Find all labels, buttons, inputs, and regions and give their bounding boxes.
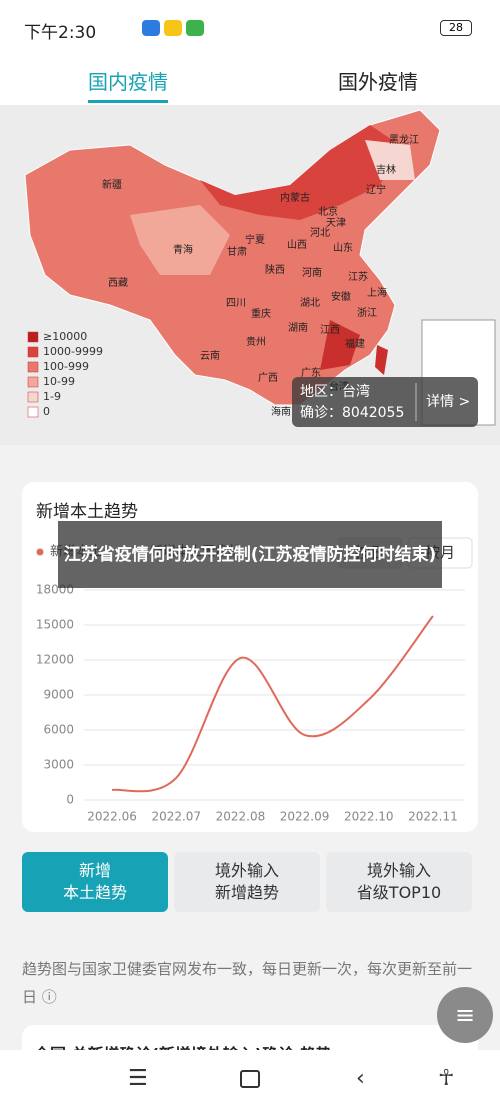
province-label: 青海 (173, 243, 193, 256)
province-label: 陕西 (265, 263, 285, 276)
x-tick-label: 2022.10 (344, 810, 394, 824)
app-icon (142, 20, 160, 36)
x-tick-label: 2022.07 (151, 810, 201, 824)
trend-button[interactable]: 新增 本土趋势 (22, 852, 168, 912)
province-label: 江苏 (348, 270, 368, 283)
legend-swatch (27, 331, 39, 343)
battery: 28 (440, 20, 472, 36)
province-label: 江西 (320, 324, 340, 336)
province-label: 天津 (326, 217, 346, 229)
region-shade (365, 140, 415, 180)
legend-swatch (27, 406, 39, 418)
button-label: 境外输入 (214, 861, 279, 880)
y-tick-label: 9000 (43, 688, 74, 702)
legend-swatch (27, 391, 39, 403)
tooltip-confirmed: 确诊：8042055 (300, 405, 404, 421)
province-label: 河南 (302, 266, 322, 279)
province-label: 宁夏 (245, 233, 265, 246)
province-label: 云南 (200, 349, 220, 362)
app-icon (164, 20, 182, 36)
chart-title: 新增本土趋势 (36, 502, 138, 522)
province-label: 台湾 (329, 380, 349, 393)
region-shade (200, 125, 400, 220)
app-icon (186, 20, 204, 36)
legend-swatch (27, 361, 39, 373)
x-tick-label: 2022.06 (87, 810, 137, 824)
note: 趋势图与国家卫健委官网发布一致，每日更新一次，每次更新至前一日 ⓘ (22, 960, 473, 1006)
province-label: 四川 (226, 298, 246, 309)
province-label: 北京 (318, 205, 338, 218)
x-tick-label: 2022.08 (216, 810, 266, 824)
line (111, 615, 434, 793)
clock: 下午2:30 (24, 23, 97, 43)
button-label: 新增趋势 (214, 883, 279, 902)
province-label: 广西 (258, 372, 278, 384)
province-label: 西藏 (108, 277, 128, 289)
legend-label: 10-99 (43, 375, 75, 388)
province-label: 山东 (333, 241, 353, 254)
province-label: 山西 (287, 239, 307, 251)
province-label: 甘肃 (227, 245, 247, 258)
nav-accessibility[interactable]: ☥ (438, 1066, 455, 1091)
note-text: 趋势图与国家卫健委官网发布一致，每日更新一次，每次更新至前一日 (22, 960, 473, 1006)
region-shade (130, 205, 230, 275)
province-label: 河北 (310, 227, 330, 239)
tooltip (292, 377, 478, 427)
legend-dot (36, 548, 44, 556)
taiwan (375, 345, 388, 375)
province-label: 海南 (271, 405, 291, 418)
trend-button[interactable]: 境外输入省级TOP10 (326, 852, 472, 912)
province-label: 吉林 (376, 163, 396, 176)
menu-fab[interactable]: ≡ (437, 987, 493, 1043)
legend-swatch (27, 376, 39, 388)
nav-back[interactable]: ‹ (356, 1066, 365, 1091)
tab-indicator (88, 100, 168, 103)
legend-label: ≥10000 (43, 330, 87, 343)
province-label: 浙江 (357, 307, 377, 319)
button-label: 境外输入 (366, 861, 431, 880)
button-label: 本土趋势 (62, 883, 127, 902)
province-label: 湖北 (300, 297, 320, 309)
nav-bar: ☰ ‹ ☥ (0, 1050, 500, 1111)
tooltip-region: 地区：台湾 (300, 383, 370, 400)
x-tick-label: 2022.09 (280, 810, 330, 824)
province-label: 广东 (301, 366, 321, 379)
province-label: 辽宁 (366, 183, 386, 196)
tab-abroad[interactable]: 国外疫情 (338, 70, 418, 94)
legend-label: 1000-9999 (43, 345, 103, 358)
button-label: 省级TOP10 (356, 883, 442, 902)
button-label: 新增 (78, 861, 111, 880)
y-tick-label: 15000 (36, 618, 74, 632)
tab-bar (0, 45, 500, 105)
province-label: 黑龙江 (389, 133, 419, 146)
tooltip-detail[interactable]: 详情 > (426, 394, 470, 410)
x-tick-label: 2022.11 (408, 810, 458, 824)
legend-label: 1-9 (43, 390, 61, 403)
tab-domestic[interactable]: 国内疫情 (88, 70, 168, 94)
overlay-title: 江苏省疫情何时放开控制(江苏疫情防控何时结束) (58, 521, 442, 588)
nav-menu[interactable]: ☰ (128, 1066, 148, 1091)
y-tick-label: 12000 (36, 653, 74, 667)
legend-swatch (27, 346, 39, 358)
y-tick-label: 3000 (43, 758, 74, 772)
province-label: 重庆 (251, 307, 271, 320)
province-label: 上海 (367, 286, 387, 299)
province-label: 福建 (345, 337, 365, 350)
legend-label: 100-999 (43, 360, 89, 373)
province-label: 安徽 (331, 290, 351, 303)
province-label: 贵州 (246, 335, 266, 348)
province-label: 新疆 (102, 178, 122, 191)
y-tick-label: 0 (66, 793, 74, 807)
nav-home[interactable] (240, 1070, 260, 1088)
province-label: 内蒙古 (280, 191, 310, 204)
trend-button[interactable]: 境外输入 新增趋势 (174, 852, 320, 912)
legend-label: 0 (43, 405, 50, 418)
status-bar (0, 0, 500, 45)
region-shade (320, 320, 360, 370)
province-label: 湖南 (288, 321, 308, 334)
y-tick-label: 6000 (43, 723, 74, 737)
